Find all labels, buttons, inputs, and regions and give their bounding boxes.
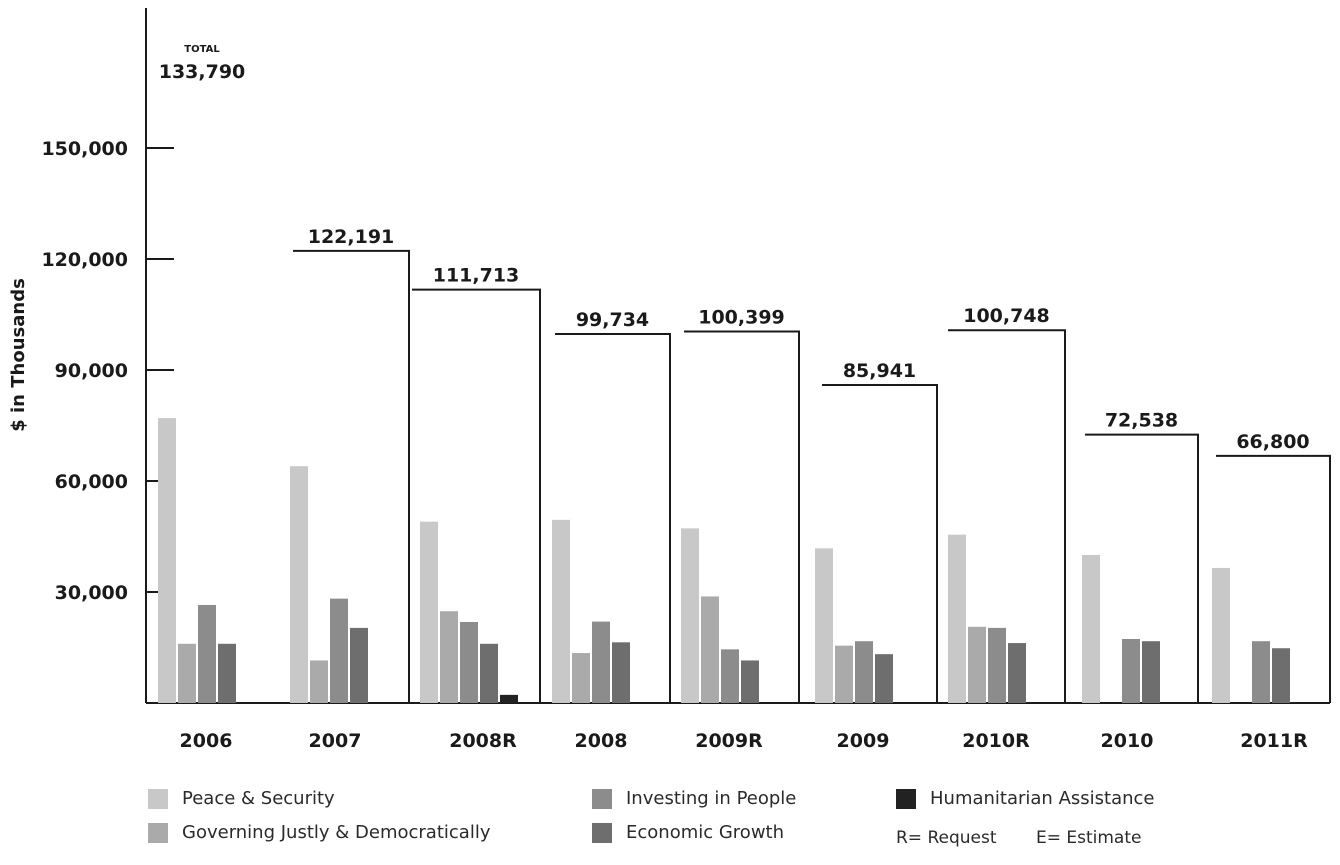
bar-investing-in-people-2007	[330, 598, 348, 703]
bar-economic-growth-2009	[875, 654, 893, 703]
bar-economic-growth-2010	[1142, 641, 1160, 703]
x-tick-label: 2007	[309, 730, 362, 752]
bar-peace-security-2009	[815, 548, 833, 703]
bar-economic-growth-2010r	[1008, 643, 1026, 703]
x-tick-label: 2010	[1101, 730, 1154, 752]
bar-chart: $ in Thousands 30,000 60,000 90,000 120,000…	[8, 8, 1331, 752]
total-label-2010r: 100,748	[963, 305, 1050, 327]
legend-label: Investing in People	[626, 788, 797, 809]
total-label-2009r: 100,399	[698, 307, 785, 329]
bar-governing-justly-democratically-2006	[178, 643, 196, 703]
bar-governing-justly-democratically-2008	[572, 653, 590, 703]
bar-governing-justly-democratically-2008r	[440, 611, 458, 703]
total-word-label: TOTAL	[184, 44, 220, 55]
bar-economic-growth-2008	[612, 642, 630, 703]
y-axis-label: $ in Thousands	[8, 278, 29, 432]
total-label-2010: 72,538	[1105, 410, 1178, 432]
y-tick-label: 120,000	[41, 249, 128, 271]
bar-investing-in-people-2008	[592, 621, 610, 703]
bar-economic-growth-2006	[218, 643, 236, 703]
bar-peace-security-2010	[1082, 555, 1100, 703]
bar-investing-in-people-2011r	[1252, 641, 1270, 703]
legend-swatch	[592, 822, 612, 843]
bar-economic-growth-2009r	[741, 660, 759, 703]
legend-item-peace-security: Peace & Security	[148, 788, 335, 809]
bar-economic-growth-2008r	[480, 643, 498, 703]
bar-humanitarian-assistance-2008r	[500, 694, 518, 703]
legend-swatch	[896, 788, 916, 809]
legend: Peace & Security Governing Justly & Demo…	[148, 788, 1328, 860]
legend-item-economic-growth: Economic Growth	[592, 822, 784, 843]
total-label-2009: 85,941	[843, 360, 916, 382]
bar-peace-security-2006	[158, 418, 176, 703]
note-request: R= Request	[896, 828, 997, 848]
x-tick-label: 2008R	[449, 730, 517, 752]
x-tick-label: 2006	[180, 730, 233, 752]
legend-label: Governing Justly & Democratically	[182, 822, 491, 843]
total-bracket-2010	[1085, 433, 1199, 703]
total-bracket-2008	[555, 332, 671, 703]
legend-item-governing-justly: Governing Justly & Democratically	[148, 822, 490, 843]
y-tick-label: 60,000	[55, 471, 128, 493]
bars	[158, 418, 1290, 703]
bar-peace-security-2009r	[681, 528, 699, 703]
bar-economic-growth-2007	[350, 627, 368, 703]
bar-economic-growth-2011r	[1272, 648, 1290, 703]
total-bracket-2007	[293, 249, 410, 703]
total-label-2008: 99,734	[576, 309, 649, 331]
x-tick-label: 2011R	[1240, 730, 1308, 752]
x-tick-label: 2009	[837, 730, 890, 752]
total-bracket-2009	[822, 384, 938, 703]
x-tick-label: 2010R	[962, 730, 1030, 752]
y-tick-label: 30,000	[55, 582, 128, 604]
x-tick-label: 2009R	[695, 730, 763, 752]
x-tick-label: 2008	[575, 730, 628, 752]
legend-swatch	[148, 822, 168, 843]
bar-investing-in-people-2010	[1122, 638, 1140, 703]
bar-governing-justly-democratically-2007	[310, 660, 328, 703]
bar-investing-in-people-2009r	[721, 649, 739, 703]
bar-governing-justly-democratically-2009r	[701, 596, 719, 703]
legend-label: Economic Growth	[626, 822, 785, 843]
legend-item-investing-in-people: Investing in People	[592, 788, 796, 809]
bar-peace-security-2008	[552, 519, 570, 703]
total-bracket-2008r	[412, 288, 541, 703]
y-tick-label: 90,000	[55, 360, 128, 382]
total-bracket-2009r	[684, 330, 800, 703]
bar-investing-in-people-2006	[198, 604, 216, 703]
bar-investing-in-people-2009	[855, 641, 873, 703]
bar-governing-justly-democratically-2009	[835, 645, 853, 703]
legend-swatch	[148, 788, 168, 809]
y-tick-label: 150,000	[41, 138, 128, 160]
bar-investing-in-people-2010r	[988, 627, 1006, 703]
total-label-2006: 133,790	[159, 61, 246, 83]
legend-swatch	[592, 788, 612, 809]
total-label-2007: 122,191	[308, 226, 395, 248]
total-label-2008r: 111,713	[433, 265, 520, 287]
bar-peace-security-2011r	[1212, 567, 1230, 703]
legend-item-humanitarian-assistance: Humanitarian Assistance	[896, 788, 1154, 809]
bar-governing-justly-democratically-2010r	[968, 626, 986, 703]
bar-peace-security-2008r	[420, 521, 438, 703]
note-estimate: E= Estimate	[1036, 828, 1142, 848]
labels: 2006 2007 2008R 2008 2009R 2009 2010R 2010 2011R…	[159, 44, 1310, 752]
total-bracket-2010r	[948, 329, 1066, 703]
total-brackets	[293, 249, 1331, 703]
bar-peace-security-2010r	[948, 534, 966, 703]
total-label-2011r: 66,800	[1236, 431, 1309, 453]
bar-investing-in-people-2008r	[460, 621, 478, 703]
legend-label: Peace & Security	[182, 788, 335, 809]
total-bracket-2011r	[1216, 454, 1331, 703]
bar-peace-security-2007	[290, 466, 308, 703]
legend-label: Humanitarian Assistance	[930, 788, 1155, 809]
